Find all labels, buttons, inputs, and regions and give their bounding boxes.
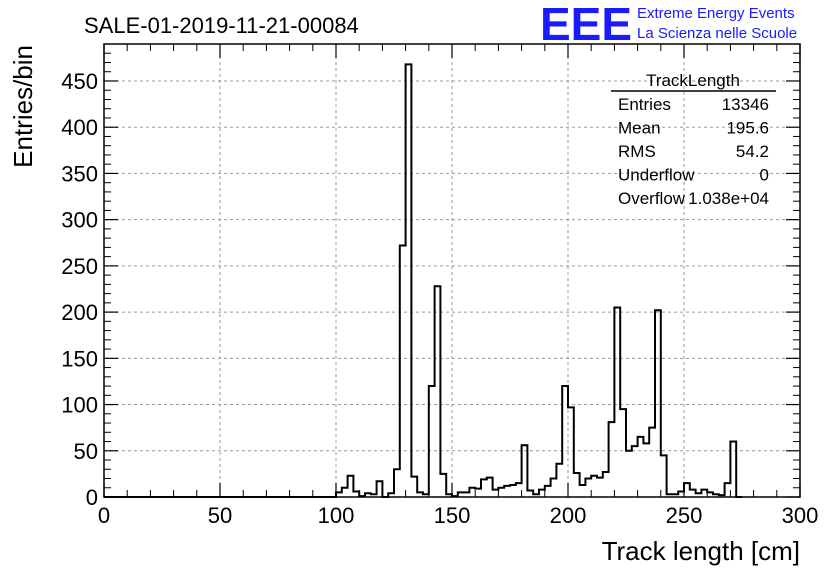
x-axis-ticks: 0 50 100 150 200 250 300 <box>98 44 818 528</box>
stats-value: 195.6 <box>726 119 769 138</box>
stats-label: Underflow <box>618 166 695 185</box>
x-tick-label: 100 <box>318 503 355 528</box>
x-tick-label: 250 <box>666 503 703 528</box>
x-tick-label: 0 <box>98 503 110 528</box>
logo-line-1: Extreme Energy Events <box>637 5 795 22</box>
grid-lines <box>104 44 800 497</box>
y-tick-label: 0 <box>86 485 98 510</box>
y-tick-label: 350 <box>61 161 98 186</box>
y-axis-ticks: 0 50 100 150 200 250 300 350 400 450 <box>61 43 800 510</box>
y-tick-label: 150 <box>61 346 98 371</box>
x-tick-label: 300 <box>782 503 819 528</box>
x-tick-label: 150 <box>434 503 471 528</box>
stats-label: RMS <box>618 142 656 161</box>
stats-value: 54.2 <box>736 142 769 161</box>
y-tick-label: 250 <box>61 254 98 279</box>
y-tick-label: 300 <box>61 208 98 233</box>
x-tick-label: 50 <box>208 503 232 528</box>
stats-label: Overflow <box>618 189 686 208</box>
stats-value: 13346 <box>722 95 769 114</box>
y-tick-label: 100 <box>61 393 98 418</box>
logo-eee: EEE <box>540 0 632 50</box>
y-tick-label: 400 <box>61 115 98 140</box>
plot-frame <box>103 43 801 498</box>
x-tick-label: 200 <box>550 503 587 528</box>
stats-label: Entries <box>618 95 671 114</box>
y-tick-label: 50 <box>74 439 98 464</box>
y-tick-label: 450 <box>61 69 98 94</box>
chart-title: SALE-01-2019-11-21-00084 <box>84 13 359 38</box>
stats-box: TrackLength Entries 13346 Mean 195.6 RMS 54.2… <box>611 71 776 208</box>
stats-value: 0 <box>760 166 769 185</box>
y-axis-title: Entries/bin <box>8 45 38 168</box>
y-tick-label: 200 <box>61 300 98 325</box>
stats-value: 1.038e+04 <box>688 189 769 208</box>
x-axis-title: Track length [cm] <box>602 536 800 566</box>
stats-label: Mean <box>618 119 661 138</box>
logo-line-2: La Scienza nelle Scuole <box>637 25 797 42</box>
stats-name: TrackLength <box>646 71 740 90</box>
eee-logo: EEE Extreme Energy Events La Scienza nel… <box>540 0 797 50</box>
